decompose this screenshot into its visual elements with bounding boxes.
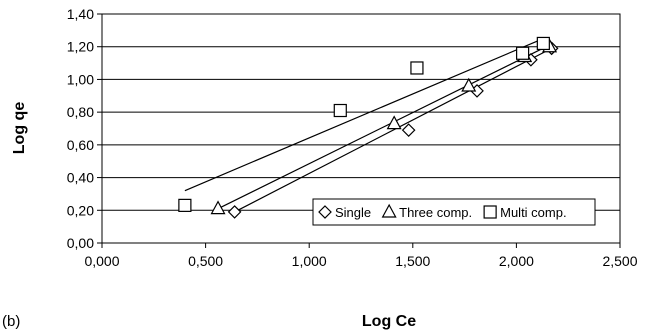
legend-label-multi-comp: Multi comp. xyxy=(500,205,566,220)
y-axis-title: Log qe xyxy=(11,102,28,155)
x-axis-title: Log Ce xyxy=(362,313,416,330)
y-tick-label: 1,40 xyxy=(67,6,94,22)
plot-area xyxy=(101,13,621,244)
legend-label-three-comp: Three comp. xyxy=(399,205,472,220)
fit-line-single xyxy=(234,47,552,213)
point-multi-comp xyxy=(536,36,550,51)
y-tick-label: 0,20 xyxy=(67,202,94,218)
y-tick-label: 1,00 xyxy=(67,71,94,87)
fit-line-multi-comp xyxy=(184,37,544,192)
point-three-comp xyxy=(461,77,477,92)
point-three-comp xyxy=(386,115,402,130)
y-tick-label: 0,60 xyxy=(67,137,94,153)
legend-marker-single xyxy=(318,205,332,219)
legend-marker-multi-comp xyxy=(483,205,497,219)
y-tick-label: 0,40 xyxy=(67,170,94,186)
x-tick-label: 1,000 xyxy=(292,253,327,269)
x-axis-ticks: 0,000 0,500 1,000 1,500 2,000 2,500 xyxy=(84,243,638,269)
x-tick-label: 0,000 xyxy=(84,253,119,269)
y-tick-label: 0,80 xyxy=(67,104,94,120)
fit-lines xyxy=(184,37,552,213)
y-tick-label: 0,00 xyxy=(67,235,94,251)
y-axis-ticks: 0,00 0,20 0,40 0,60 0,80 1,00 1,20 1,40 xyxy=(67,6,102,251)
point-multi-comp xyxy=(333,103,347,118)
point-multi-comp xyxy=(516,46,530,60)
point-multi-comp xyxy=(178,198,192,212)
x-tick-label: 1,500 xyxy=(395,253,430,269)
legend: Single Three comp. Multi comp. xyxy=(312,198,596,226)
point-single xyxy=(401,123,416,137)
x-tick-label: 0,500 xyxy=(188,253,223,269)
point-single xyxy=(227,205,242,219)
y-tick-label: 1,20 xyxy=(67,39,94,55)
point-multi-comp xyxy=(410,61,424,75)
panel-label: (b) xyxy=(2,313,20,330)
legend-box xyxy=(312,198,596,226)
legend-label-single: Single xyxy=(335,205,371,220)
x-tick-label: 2,000 xyxy=(499,253,534,269)
legend-marker-three-comp xyxy=(381,203,397,218)
fit-line-three-comp xyxy=(217,44,550,210)
x-tick-label: 2,500 xyxy=(602,253,637,269)
point-three-comp xyxy=(210,200,226,215)
data-markers xyxy=(178,36,559,219)
